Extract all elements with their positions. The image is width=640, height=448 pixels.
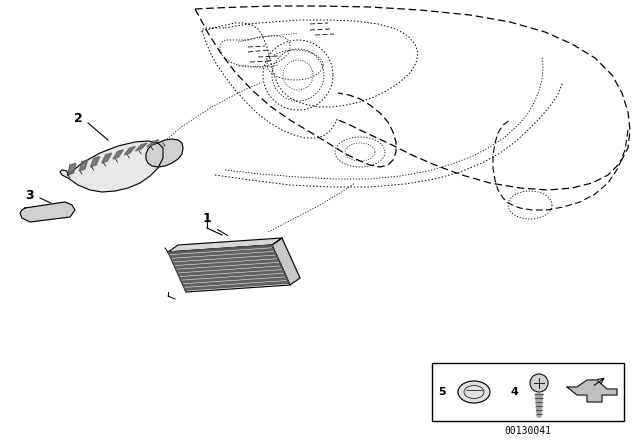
Bar xyxy=(432,363,624,421)
Polygon shape xyxy=(124,146,135,155)
Polygon shape xyxy=(179,271,284,279)
Polygon shape xyxy=(183,278,287,287)
Text: 2: 2 xyxy=(74,112,83,125)
Polygon shape xyxy=(181,274,286,283)
Polygon shape xyxy=(535,398,543,401)
Polygon shape xyxy=(172,252,276,261)
Polygon shape xyxy=(178,267,283,276)
Polygon shape xyxy=(168,245,273,254)
Text: 5: 5 xyxy=(438,387,446,397)
Ellipse shape xyxy=(458,381,490,403)
Polygon shape xyxy=(136,143,147,151)
Polygon shape xyxy=(536,402,543,405)
Polygon shape xyxy=(536,406,542,409)
Polygon shape xyxy=(535,394,543,397)
Polygon shape xyxy=(168,245,290,292)
Polygon shape xyxy=(536,414,541,417)
Polygon shape xyxy=(79,160,88,171)
Polygon shape xyxy=(20,202,75,222)
Polygon shape xyxy=(147,140,159,147)
Polygon shape xyxy=(176,263,281,272)
Polygon shape xyxy=(272,238,300,285)
Polygon shape xyxy=(567,380,617,402)
Polygon shape xyxy=(175,259,280,268)
Polygon shape xyxy=(173,256,278,265)
Text: 4: 4 xyxy=(510,387,518,397)
Polygon shape xyxy=(168,238,282,252)
Polygon shape xyxy=(536,410,542,413)
Polygon shape xyxy=(60,141,163,192)
Polygon shape xyxy=(90,156,100,167)
Text: 1: 1 xyxy=(203,211,211,224)
Polygon shape xyxy=(170,249,275,258)
Polygon shape xyxy=(102,153,111,163)
Polygon shape xyxy=(68,164,76,175)
Text: 00130041: 00130041 xyxy=(504,426,552,436)
Text: 3: 3 xyxy=(26,189,35,202)
Polygon shape xyxy=(184,281,289,290)
Circle shape xyxy=(530,374,548,392)
Polygon shape xyxy=(146,139,183,167)
Polygon shape xyxy=(113,150,124,159)
